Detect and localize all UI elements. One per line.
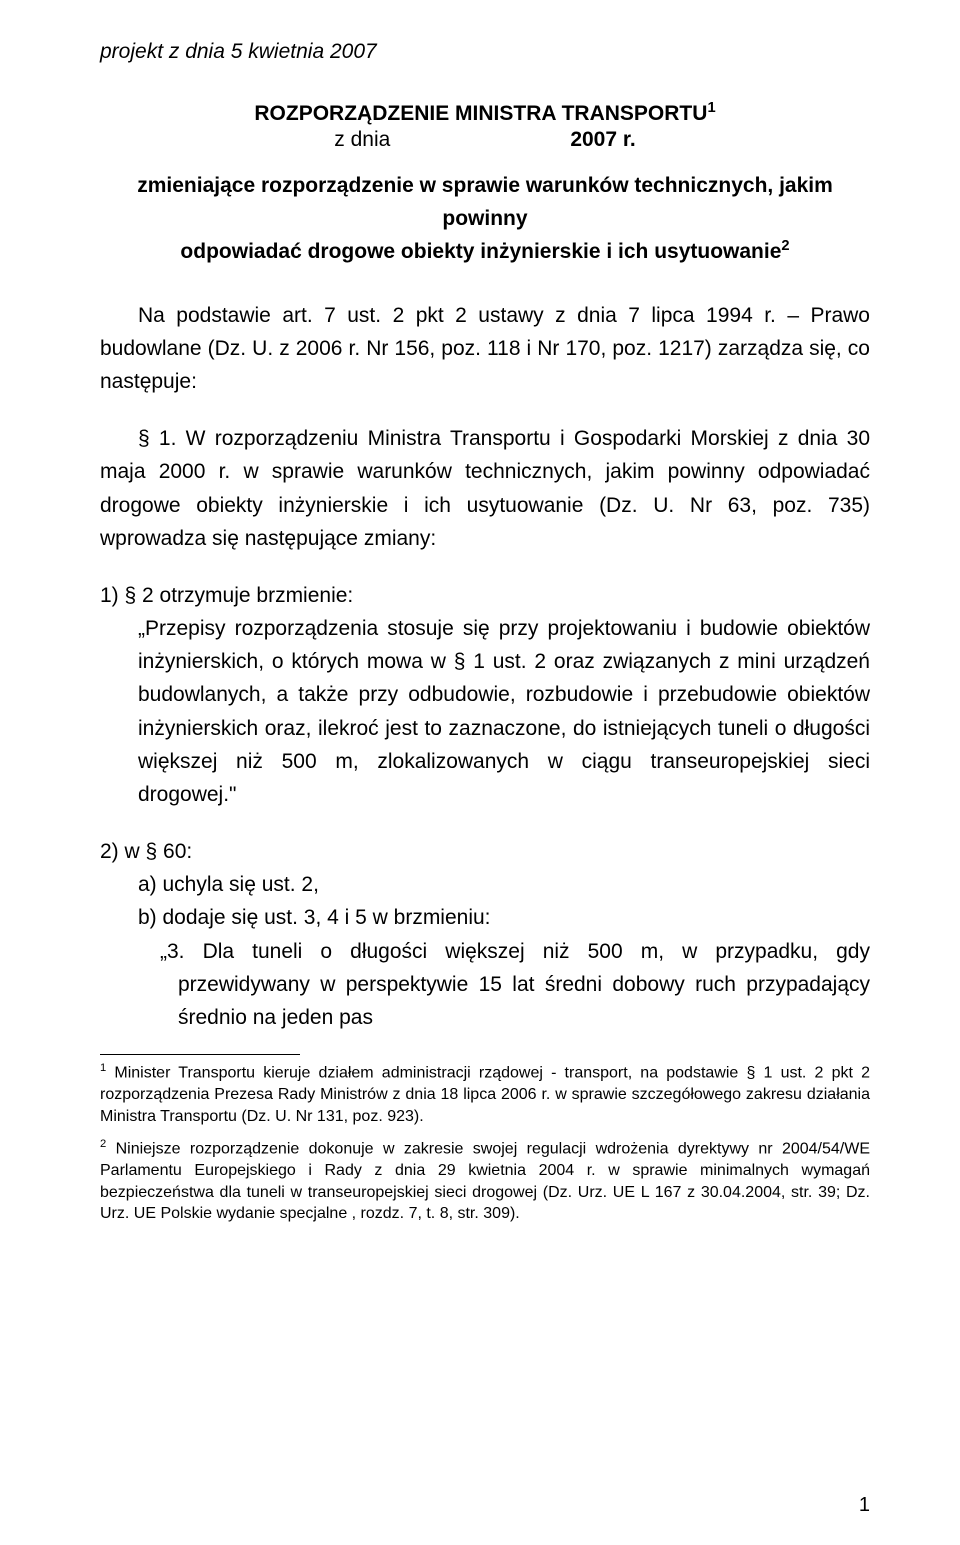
document-page: projekt z dnia 5 kwietnia 2007 ROZPORZĄD… — [0, 0, 960, 1545]
item-2-intro: 2) w § 60: — [100, 835, 870, 868]
title-footnote-ref-1: 1 — [707, 100, 715, 116]
zdnia-text: z dnia — [334, 128, 390, 152]
regulation-subtitle: zmieniające rozporządzenie w sprawie war… — [100, 170, 870, 269]
footnote-1: 1 Minister Transportu kieruje działem ad… — [100, 1061, 870, 1127]
subtitle-line1: zmieniające rozporządzenie w sprawie war… — [137, 174, 833, 230]
footnote-2-text: Niniejsze rozporządzenie dokonuje w zakr… — [100, 1141, 870, 1223]
regulation-title-line1: ROZPORZĄDZENIE MINISTRA TRANSPORTU1 — [100, 100, 870, 126]
item-2-quote3-text: „3. Dla tuneli o długości większej niż 5… — [178, 935, 870, 1035]
footnote-separator — [100, 1054, 300, 1055]
item-2-b: b) dodaje się ust. 3, 4 i 5 w brzmieniu: — [100, 901, 870, 934]
item-1-quote: „Przepisy rozporządzenia stosuje się prz… — [100, 612, 870, 811]
subtitle-line2: odpowiadać drogowe obiekty inżynierskie … — [180, 240, 781, 263]
page-number: 1 — [859, 1494, 870, 1517]
footnote-1-text: Minister Transportu kieruje działem admi… — [100, 1064, 870, 1124]
footnote-2: 2 Niniejsze rozporządzenie dokonuje w za… — [100, 1137, 870, 1225]
year-text: 2007 r. — [570, 128, 635, 151]
draft-date-header: projekt z dnia 5 kwietnia 2007 — [100, 40, 870, 64]
body-content: Na podstawie art. 7 ust. 2 pkt 2 ustawy … — [100, 299, 870, 1034]
title-footnote-ref-2: 2 — [781, 238, 789, 254]
legal-basis-paragraph: Na podstawie art. 7 ust. 2 pkt 2 ustawy … — [100, 299, 870, 399]
item-2-quote3: „3. Dla tuneli o długości większej niż 5… — [100, 935, 870, 1035]
item-1-quote-text: „Przepisy rozporządzenia stosuje się prz… — [138, 617, 870, 806]
item-2-a: a) uchyla się ust. 2, — [100, 868, 870, 901]
title-text: ROZPORZĄDZENIE MINISTRA TRANSPORTU — [254, 102, 707, 125]
item-1-intro: 1) § 2 otrzymuje brzmienie: — [100, 579, 870, 612]
regulation-title-line2: z dnia 2007 r. — [100, 128, 870, 152]
section-1-paragraph: § 1. W rozporządzeniu Ministra Transport… — [100, 422, 870, 555]
